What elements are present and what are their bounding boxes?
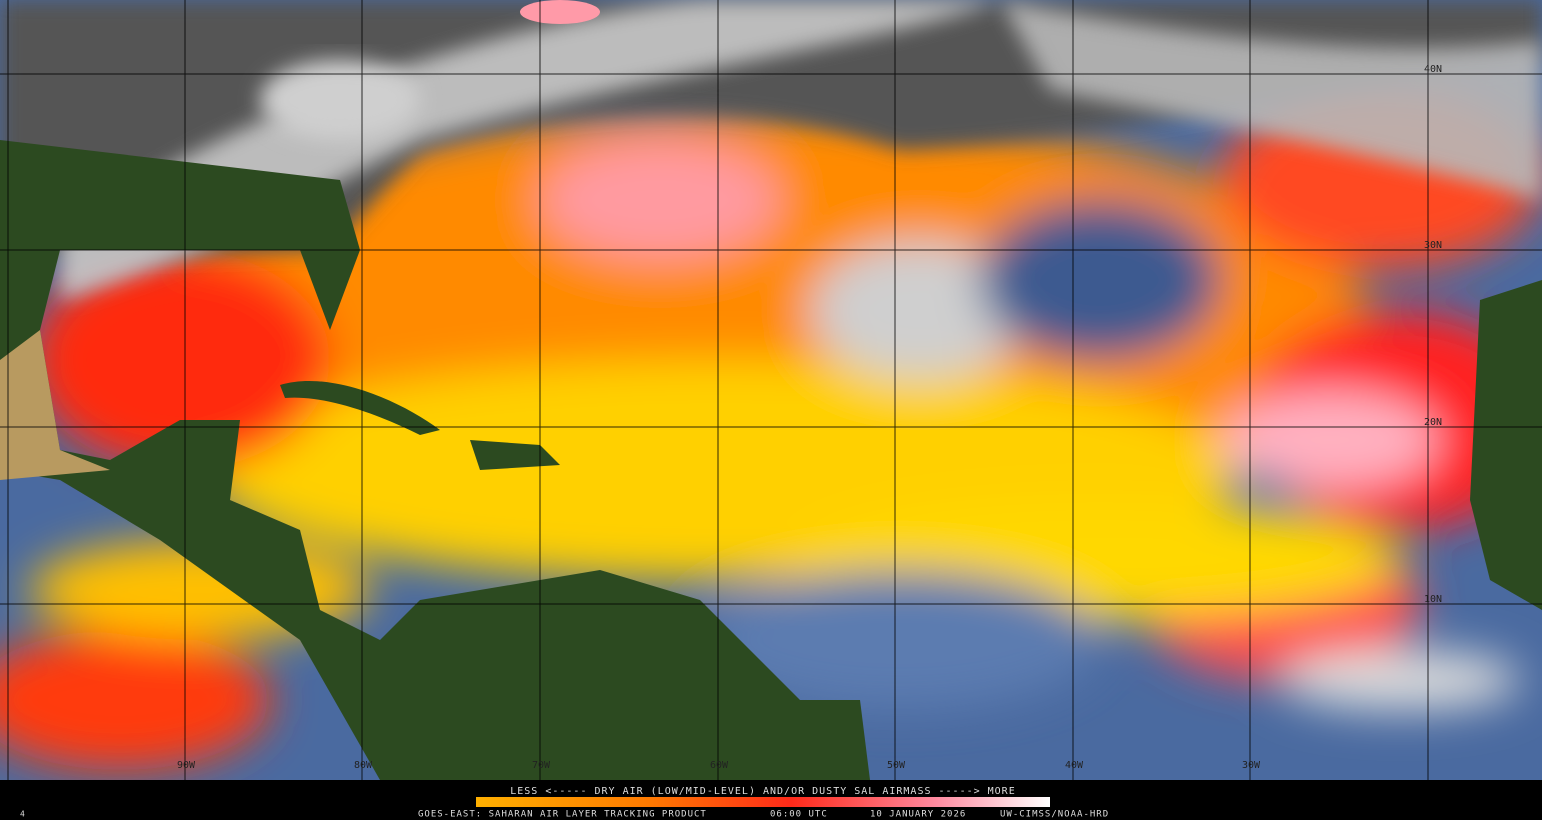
graticule	[0, 0, 1542, 780]
latitude-labels: 40N 30N 20N 10N	[1424, 64, 1442, 605]
satellite-imagery	[0, 0, 1542, 780]
lon-label: 90W	[177, 760, 196, 771]
lat-label: 10N	[1424, 594, 1442, 605]
lat-label: 30N	[1424, 240, 1442, 251]
frame-number: 4	[20, 810, 26, 819]
product-name: GOES-EAST: SAHARAN AIR LAYER TRACKING PR…	[418, 810, 707, 820]
time: 06:00 UTC	[770, 810, 828, 820]
lon-label: 40W	[1065, 760, 1084, 771]
lon-label: 30W	[1242, 760, 1261, 771]
lat-label: 20N	[1424, 417, 1442, 428]
lon-label: 60W	[710, 760, 729, 771]
legend-caption: LESS <----- DRY AIR (LOW/MID-LEVEL) AND/…	[510, 786, 1015, 797]
lon-label: 70W	[532, 760, 551, 771]
lon-label: 50W	[887, 760, 906, 771]
lat-label: 40N	[1424, 64, 1442, 75]
color-bar	[476, 797, 1050, 807]
lon-label: 80W	[354, 760, 373, 771]
longitude-labels: 90W 80W 70W 60W 50W 40W 30W	[177, 760, 1261, 771]
credit: UW-CIMSS/NOAA-HRD	[1000, 810, 1109, 820]
date: 10 JANUARY 2026	[870, 810, 966, 820]
